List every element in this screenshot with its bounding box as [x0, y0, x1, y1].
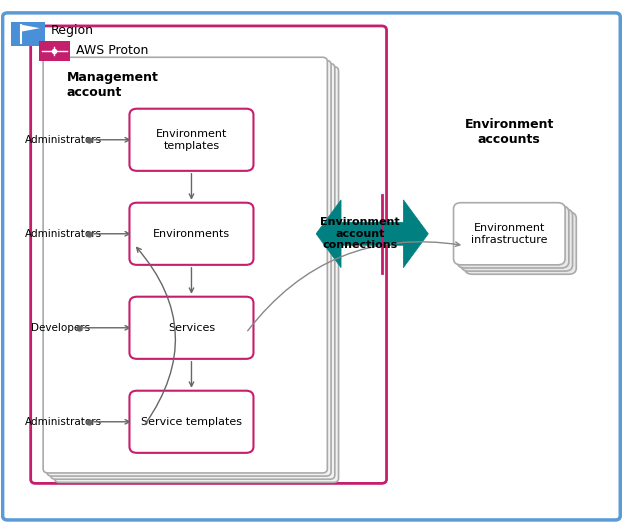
FancyBboxPatch shape — [130, 391, 254, 453]
FancyBboxPatch shape — [457, 206, 569, 268]
FancyBboxPatch shape — [54, 67, 339, 482]
FancyBboxPatch shape — [43, 57, 327, 473]
FancyBboxPatch shape — [31, 26, 386, 484]
FancyBboxPatch shape — [461, 209, 573, 271]
FancyBboxPatch shape — [11, 22, 45, 46]
Text: Management
account: Management account — [67, 71, 159, 99]
Polygon shape — [316, 200, 428, 268]
Text: Administrators: Administrators — [25, 135, 102, 145]
FancyBboxPatch shape — [39, 40, 70, 61]
FancyBboxPatch shape — [453, 203, 565, 265]
Polygon shape — [21, 25, 40, 32]
Text: Environments: Environments — [153, 229, 230, 239]
FancyBboxPatch shape — [130, 297, 254, 359]
Text: Administrators: Administrators — [25, 229, 102, 239]
FancyBboxPatch shape — [3, 13, 620, 520]
Text: AWS Proton: AWS Proton — [76, 45, 148, 58]
Text: Environment
accounts: Environment accounts — [464, 118, 554, 146]
Text: Region: Region — [51, 24, 95, 37]
Text: Environment
account
connections: Environment account connections — [320, 217, 399, 250]
Text: Service templates: Service templates — [141, 417, 242, 427]
FancyBboxPatch shape — [464, 212, 577, 274]
FancyBboxPatch shape — [51, 64, 335, 479]
FancyBboxPatch shape — [130, 109, 254, 171]
Text: Environment
infrastructure: Environment infrastructure — [471, 223, 548, 245]
FancyBboxPatch shape — [47, 60, 331, 476]
FancyBboxPatch shape — [130, 203, 254, 265]
Text: Services: Services — [168, 323, 215, 333]
Text: Developers: Developers — [31, 323, 90, 333]
Text: Environment
templates: Environment templates — [156, 129, 227, 151]
Text: Administrators: Administrators — [25, 417, 102, 427]
